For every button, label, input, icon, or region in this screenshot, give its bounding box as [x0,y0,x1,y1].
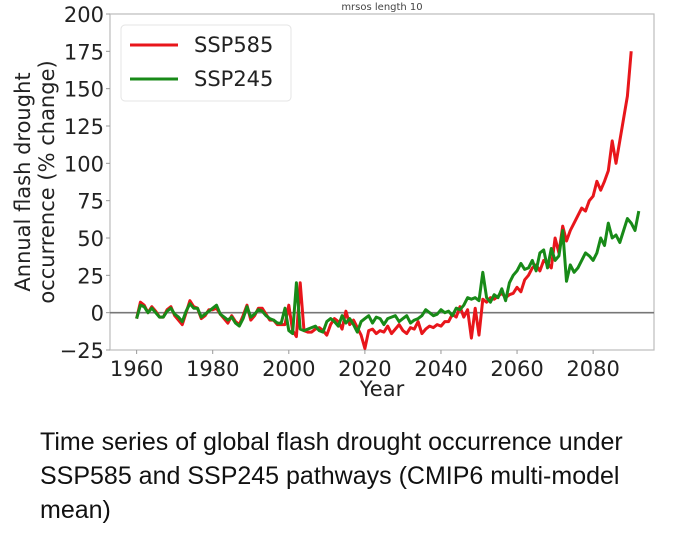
x-tick-label: 1960 [110,357,163,381]
y-tick-label: 100 [64,152,104,176]
legend: SSP585 SSP245 [120,24,292,102]
y-tick-label: 50 [77,227,104,251]
x-tick-label: 2020 [338,357,391,381]
x-tick-label: 2000 [262,357,315,381]
legend-label-ssp585: SSP585 [194,33,273,57]
x-axis: 1960 1980 2000 2020 2040 2060 2080 [110,350,620,381]
y-tick-label: 175 [64,40,104,64]
legend-label-ssp245: SSP245 [194,67,273,91]
y-tick-label: 200 [64,3,104,27]
y-axis-label-line-2: occurrence (% change) [35,60,59,303]
x-tick-label: 2080 [566,357,619,381]
y-tick-label: 75 [77,190,104,214]
y-tick-label: 0 [91,302,104,326]
y-tick-label: −25 [60,339,104,363]
y-tick-label: 125 [64,115,104,139]
x-axis-label: Year [359,377,405,401]
y-tick-label: 150 [64,78,104,102]
x-tick-label: 2060 [490,357,543,381]
series-layer [135,51,641,350]
chart: mrsos length 10 −25 0 25 50 75 100 125 150 175 20… [11,2,655,401]
x-tick-label: 2040 [414,357,467,381]
y-axis-label: Annual flash drought occurrence (% chang… [11,60,59,303]
x-tick-label: 1980 [186,357,239,381]
y-axis-label-line-1: Annual flash drought [11,72,35,291]
figure-caption: Time series of global flash drought occu… [40,428,623,524]
y-tick-label: 25 [77,264,104,288]
y-axis: −25 0 25 50 75 100 125 150 175 200 [60,3,110,363]
chart-title: mrsos length 10 [341,2,422,13]
series-line-ssp245 [135,210,641,336]
